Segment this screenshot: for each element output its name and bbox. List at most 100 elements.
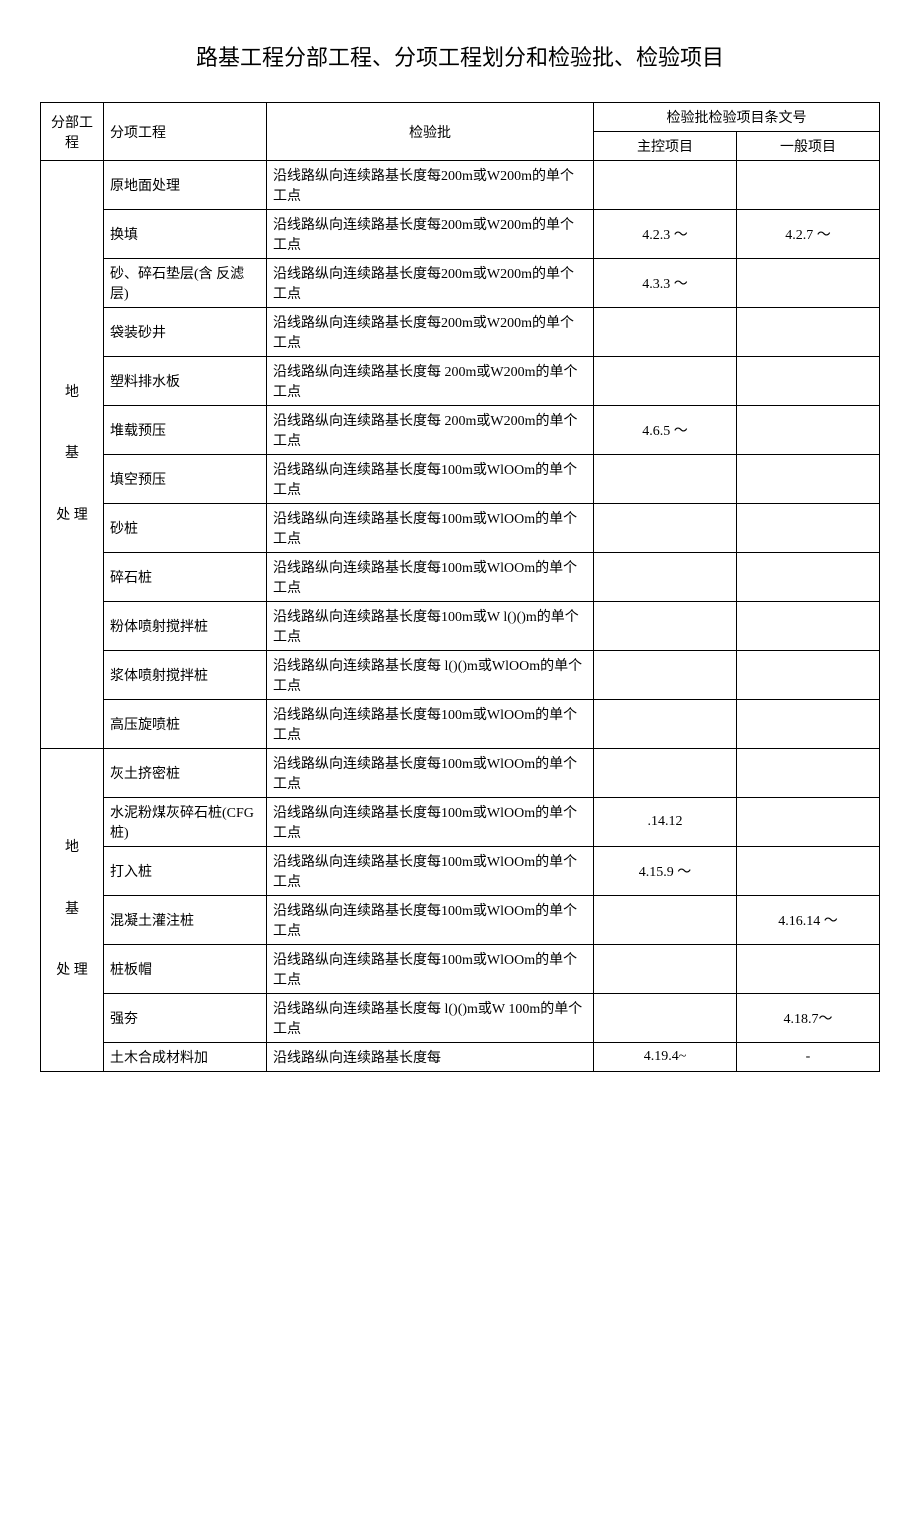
cell-d: 4.19.4~: [594, 1043, 737, 1072]
cell-b: 灰土挤密桩: [104, 749, 267, 798]
cell-c: 沿线路纵向连续路基长度每100m或WlOOm的单个工点: [267, 847, 594, 896]
table-row: 堆载预压 沿线路纵向连续路基长度每 200m或W200m的单个工点 4.6.5 …: [41, 406, 880, 455]
table-row: 碎石桩 沿线路纵向连续路基长度每100m或WlOOm的单个工点: [41, 553, 880, 602]
table-row: 浆体喷射搅拌桩 沿线路纵向连续路基长度每 l()()m或WlOOm的单个工点: [41, 651, 880, 700]
table-row: 换填 沿线路纵向连续路基长度每200m或W200m的单个工点 4.2.3 〜 4…: [41, 210, 880, 259]
cell-d: [594, 553, 737, 602]
cell-b: 强夯: [104, 994, 267, 1043]
table-row: 塑料排水板 沿线路纵向连续路基长度每 200m或W200m的单个工点: [41, 357, 880, 406]
cell-e: [737, 455, 880, 504]
cell-b: 桩板帽: [104, 945, 267, 994]
cell-e: [737, 406, 880, 455]
table-row: 地 基 处 理 原地面处理 沿线路纵向连续路基长度每200m或W200m的单个工…: [41, 161, 880, 210]
cell-b: 原地面处理: [104, 161, 267, 210]
cell-e: [737, 161, 880, 210]
cell-c: 沿线路纵向连续路基长度每100m或WlOOm的单个工点: [267, 553, 594, 602]
cell-c: 沿线路纵向连续路基长度每: [267, 1043, 594, 1072]
cell-b: 打入桩: [104, 847, 267, 896]
cell-c: 沿线路纵向连续路基长度每100m或WlOOm的单个工点: [267, 945, 594, 994]
cell-c: 沿线路纵向连续路基长度每100m或WlOOm的单个工点: [267, 455, 594, 504]
cell-d: [594, 308, 737, 357]
cell-e: 4.18.7〜: [737, 994, 880, 1043]
cell-e: [737, 749, 880, 798]
cell-e: 4.2.7 〜: [737, 210, 880, 259]
cell-d: [594, 749, 737, 798]
header-col3: 检验批: [267, 103, 594, 161]
cell-b: 填空预压: [104, 455, 267, 504]
cell-e: [737, 553, 880, 602]
table-row: 打入桩 沿线路纵向连续路基长度每100m或WlOOm的单个工点 4.15.9 〜: [41, 847, 880, 896]
cell-e: [737, 357, 880, 406]
cell-e: [737, 945, 880, 994]
cell-d: [594, 455, 737, 504]
cell-d: [594, 896, 737, 945]
header-col45: 检验批检验项目条文号: [594, 103, 880, 132]
cell-c: 沿线路纵向连续路基长度每200m或W200m的单个工点: [267, 308, 594, 357]
cell-d: 4.15.9 〜: [594, 847, 737, 896]
cell-d: [594, 504, 737, 553]
group1-label: 地 基 处 理: [41, 161, 104, 749]
cell-b: 粉体喷射搅拌桩: [104, 602, 267, 651]
cell-b: 土木合成材料加: [104, 1043, 267, 1072]
table-row: 水泥粉煤灰碎石桩(CFG桩) 沿线路纵向连续路基长度每100m或WlOOm的单个…: [41, 798, 880, 847]
header-col4: 主控项目: [594, 132, 737, 161]
cell-e: -: [737, 1043, 880, 1072]
table-row: 桩板帽 沿线路纵向连续路基长度每100m或WlOOm的单个工点: [41, 945, 880, 994]
table-row: 粉体喷射搅拌桩 沿线路纵向连续路基长度每100m或W l()()m的单个工点: [41, 602, 880, 651]
cell-b: 堆载预压: [104, 406, 267, 455]
cell-e: [737, 700, 880, 749]
group2-label: 地 基 处 理: [41, 749, 104, 1072]
cell-b: 塑料排水板: [104, 357, 267, 406]
header-col5: 一般项目: [737, 132, 880, 161]
cell-b: 浆体喷射搅拌桩: [104, 651, 267, 700]
table-row: 地 基 处 理 灰土挤密桩 沿线路纵向连续路基长度每100m或WlOOm的单个工…: [41, 749, 880, 798]
cell-c: 沿线路纵向连续路基长度每200m或W200m的单个工点: [267, 161, 594, 210]
page-title: 路基工程分部工程、分项工程划分和检验批、检验项目: [40, 40, 880, 72]
main-table: 分部工程 分项工程 检验批 检验批检验项目条文号 主控项目 一般项目 地 基 处…: [40, 102, 880, 1072]
cell-b: 砂桩: [104, 504, 267, 553]
cell-b: 碎石桩: [104, 553, 267, 602]
cell-e: [737, 651, 880, 700]
cell-c: 沿线路纵向连续路基长度每100m或WlOOm的单个工点: [267, 700, 594, 749]
table-row: 袋装砂井 沿线路纵向连续路基长度每200m或W200m的单个工点: [41, 308, 880, 357]
cell-c: 沿线路纵向连续路基长度每100m或WlOOm的单个工点: [267, 749, 594, 798]
cell-e: [737, 602, 880, 651]
cell-d: .14.12: [594, 798, 737, 847]
cell-c: 沿线路纵向连续路基长度每200m或W200m的单个工点: [267, 259, 594, 308]
cell-d: 4.2.3 〜: [594, 210, 737, 259]
cell-c: 沿线路纵向连续路基长度每 200m或W200m的单个工点: [267, 406, 594, 455]
table-row: 强夯 沿线路纵向连续路基长度每 l()()m或W 100m的单个工点 4.18.…: [41, 994, 880, 1043]
cell-d: 4.3.3 〜: [594, 259, 737, 308]
table-row: 混凝土灌注桩 沿线路纵向连续路基长度每100m或WlOOm的单个工点 4.16.…: [41, 896, 880, 945]
cell-c: 沿线路纵向连续路基长度每100m或WlOOm的单个工点: [267, 896, 594, 945]
header-col2: 分项工程: [104, 103, 267, 161]
cell-d: [594, 651, 737, 700]
cell-c: 沿线路纵向连续路基长度每100m或WlOOm的单个工点: [267, 798, 594, 847]
cell-c: 沿线路纵向连续路基长度每 200m或W200m的单个工点: [267, 357, 594, 406]
table-row: 高压旋喷桩 沿线路纵向连续路基长度每100m或WlOOm的单个工点: [41, 700, 880, 749]
cell-e: [737, 504, 880, 553]
cell-d: [594, 357, 737, 406]
cell-b: 砂、碎石垫层(含 反滤层): [104, 259, 267, 308]
cell-c: 沿线路纵向连续路基长度每100m或WlOOm的单个工点: [267, 504, 594, 553]
cell-e: [737, 847, 880, 896]
table-row: 土木合成材料加 沿线路纵向连续路基长度每 4.19.4~ -: [41, 1043, 880, 1072]
cell-e: 4.16.14 〜: [737, 896, 880, 945]
cell-e: [737, 308, 880, 357]
cell-d: 4.6.5 〜: [594, 406, 737, 455]
table-row: 砂、碎石垫层(含 反滤层) 沿线路纵向连续路基长度每200m或W200m的单个工…: [41, 259, 880, 308]
cell-c: 沿线路纵向连续路基长度每100m或W l()()m的单个工点: [267, 602, 594, 651]
cell-c: 沿线路纵向连续路基长度每 l()()m或WlOOm的单个工点: [267, 651, 594, 700]
cell-d: [594, 994, 737, 1043]
cell-d: [594, 161, 737, 210]
cell-d: [594, 700, 737, 749]
cell-d: [594, 945, 737, 994]
table-row: 填空预压 沿线路纵向连续路基长度每100m或WlOOm的单个工点: [41, 455, 880, 504]
cell-b: 水泥粉煤灰碎石桩(CFG桩): [104, 798, 267, 847]
cell-b: 袋装砂井: [104, 308, 267, 357]
cell-d: [594, 602, 737, 651]
table-row: 砂桩 沿线路纵向连续路基长度每100m或WlOOm的单个工点: [41, 504, 880, 553]
cell-e: [737, 798, 880, 847]
header-col1: 分部工程: [41, 103, 104, 161]
cell-b: 高压旋喷桩: [104, 700, 267, 749]
